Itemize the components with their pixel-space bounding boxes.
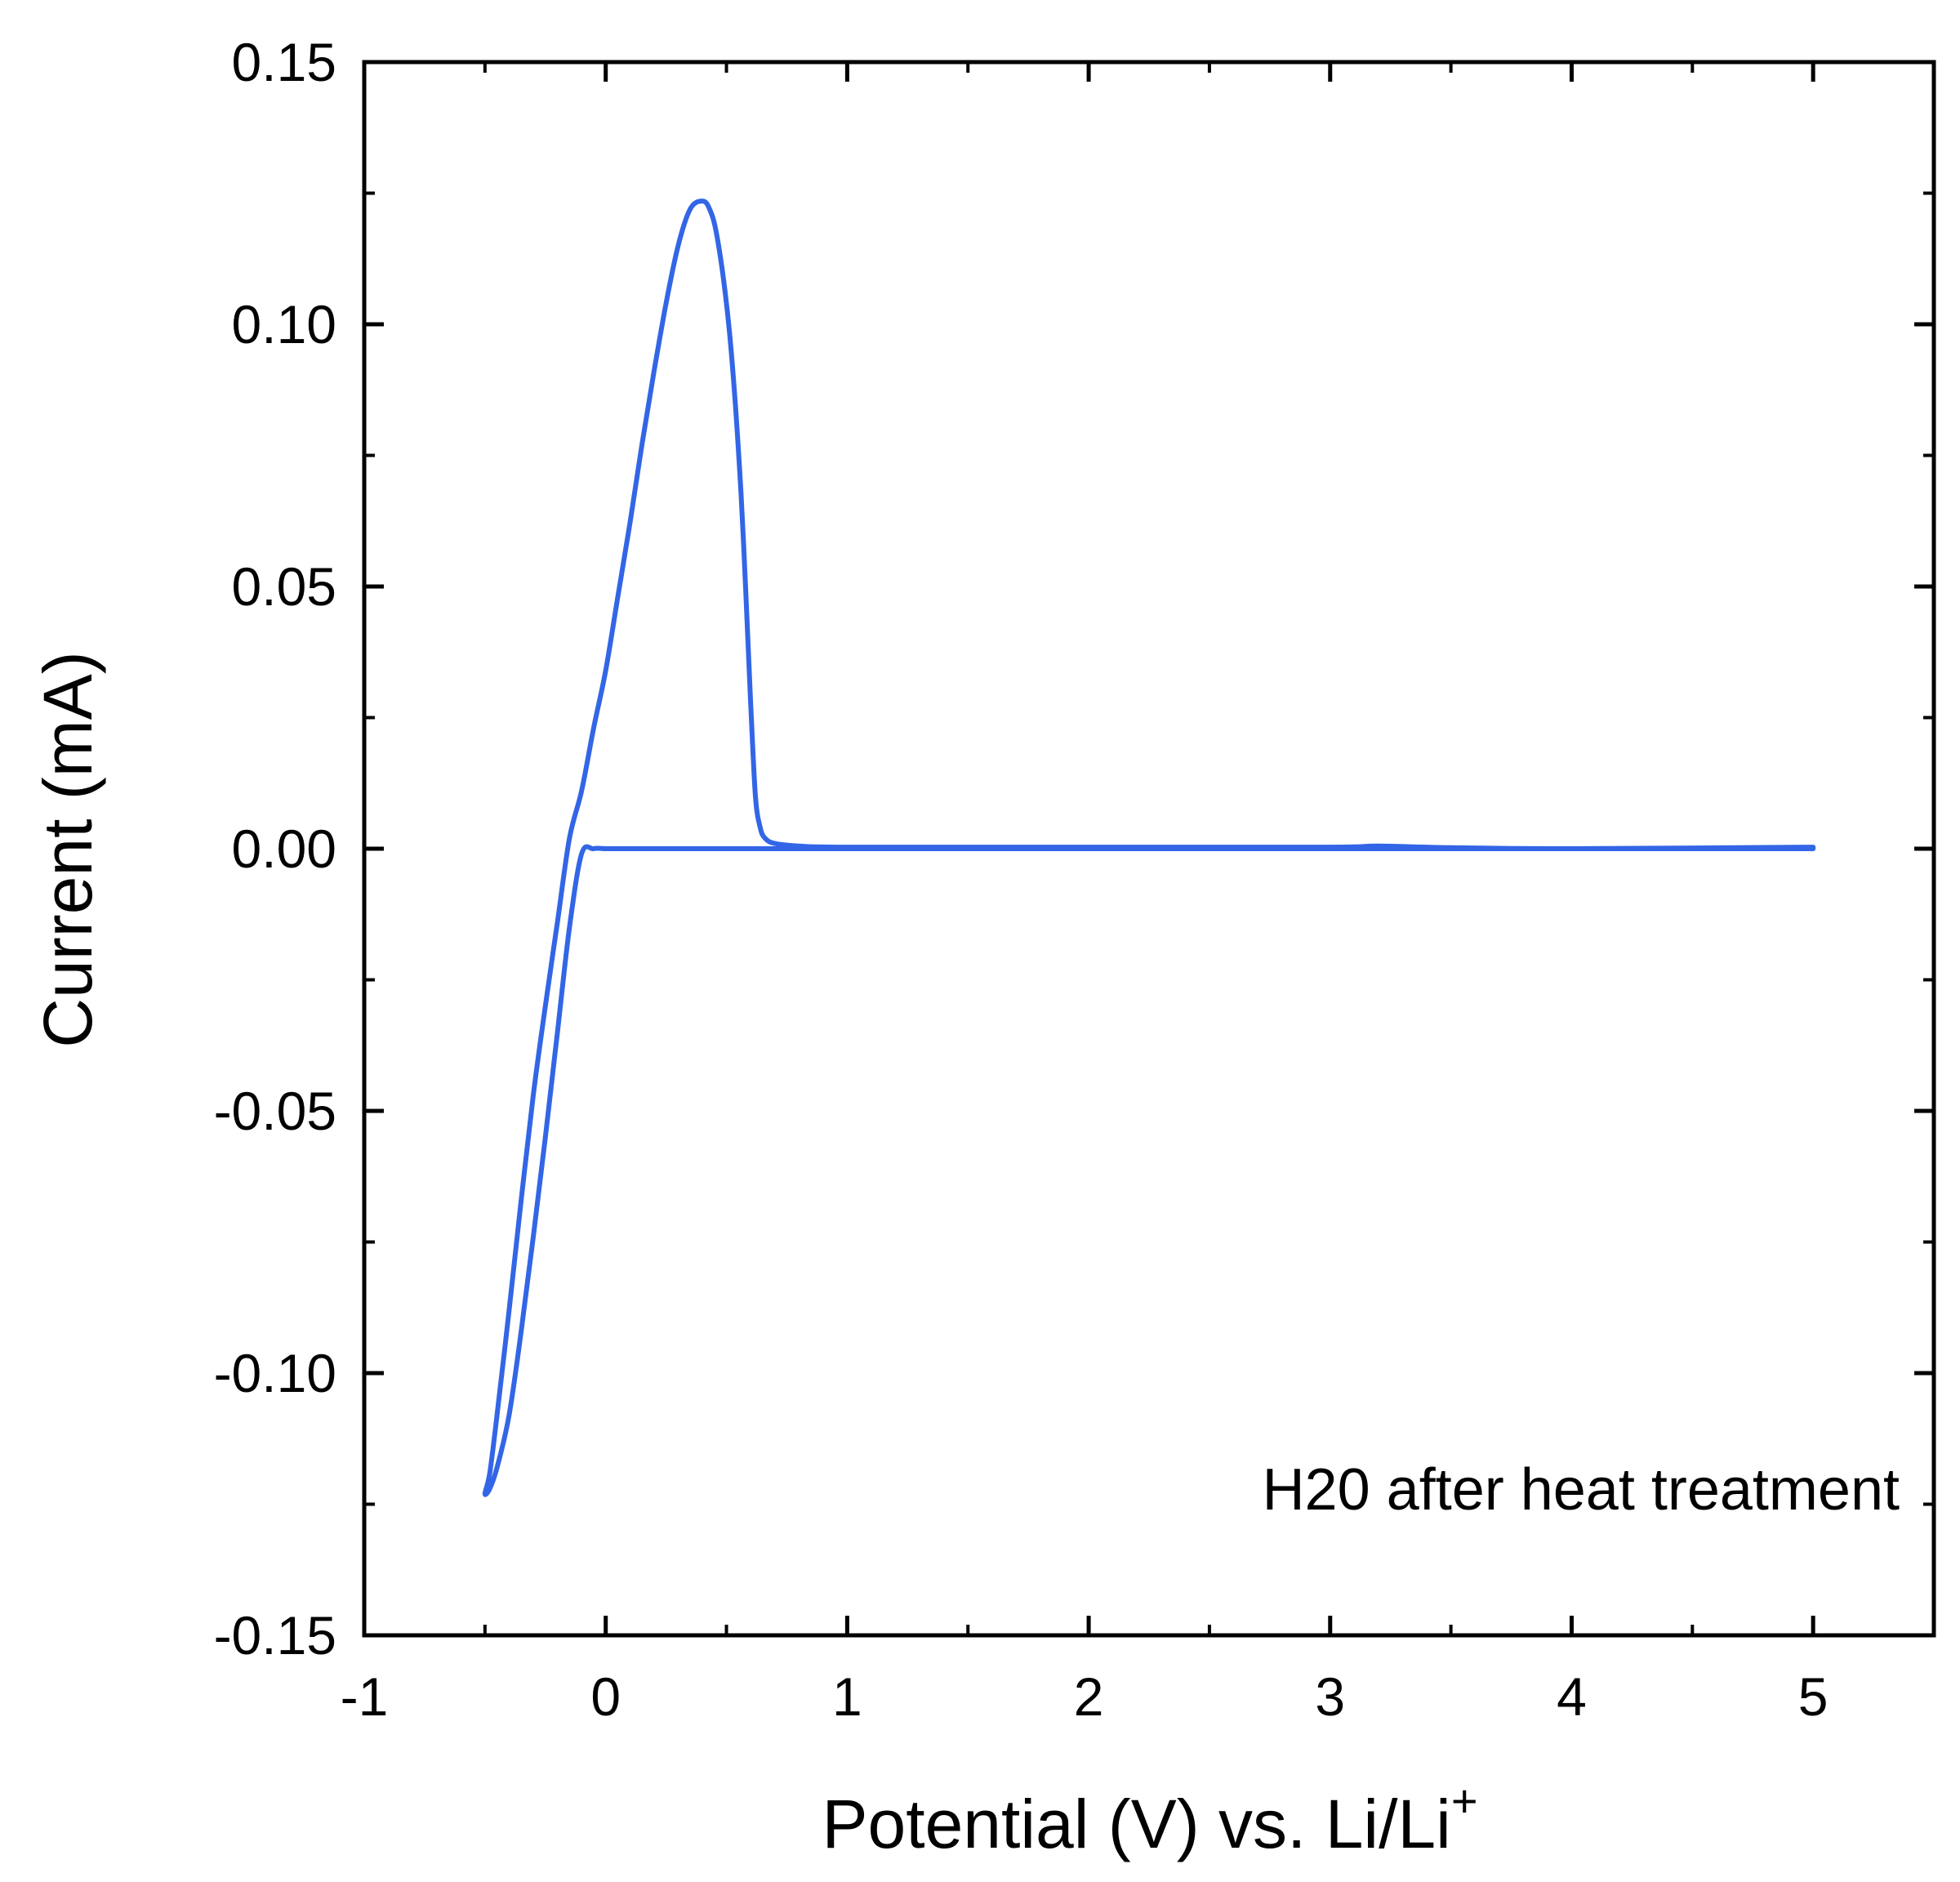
y-tick-label: 0.10: [232, 294, 336, 355]
y-tick-label: 0.15: [232, 32, 336, 92]
y-tick-label: 0.00: [232, 818, 336, 879]
x-tick-label: 5: [1798, 1666, 1829, 1727]
series-line: [482, 198, 1816, 1497]
x-tick-label: 2: [1074, 1666, 1104, 1727]
y-tick-labels: -0.15 -0.10 -0.05 0.00 0.05 0.10 0.15: [214, 32, 336, 1666]
x-tick-label: 3: [1315, 1666, 1345, 1727]
y-tick-label: -0.10: [214, 1343, 336, 1403]
x-axis-title-main: Potential (V) vs. Li/Li: [822, 1786, 1450, 1862]
x-tick-label: 0: [590, 1666, 621, 1727]
x-axis-title: Potential (V) vs. Li/Li+: [822, 1775, 1477, 1862]
x-tick-label: 1: [832, 1666, 862, 1727]
x-tick-label: -1: [341, 1666, 389, 1727]
y-tick-label: -0.15: [214, 1605, 336, 1666]
x-axis-title-superscript: +: [1451, 1775, 1478, 1826]
x-tick-labels: -1 0 1 2 3 4 5: [341, 1666, 1829, 1727]
y-tick-label: 0.05: [232, 556, 336, 617]
plot-frame: [362, 60, 1936, 1638]
y-tick-label: -0.05: [214, 1081, 336, 1141]
x-tick-label: 4: [1557, 1666, 1587, 1727]
annotation: H20 after heat treatment: [1263, 1457, 1900, 1523]
y-axis-title: Current (mA): [29, 651, 106, 1047]
